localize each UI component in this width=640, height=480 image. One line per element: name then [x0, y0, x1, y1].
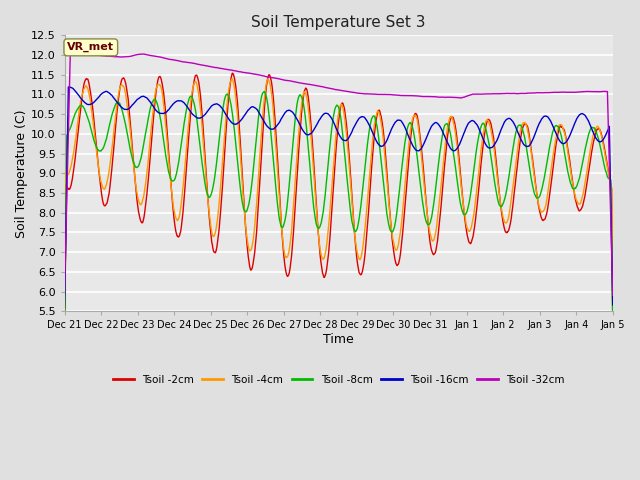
Y-axis label: Soil Temperature (C): Soil Temperature (C) [15, 109, 28, 238]
Title: Soil Temperature Set 3: Soil Temperature Set 3 [252, 15, 426, 30]
X-axis label: Time: Time [323, 333, 354, 346]
Legend: Tsoil -2cm, Tsoil -4cm, Tsoil -8cm, Tsoil -16cm, Tsoil -32cm: Tsoil -2cm, Tsoil -4cm, Tsoil -8cm, Tsoi… [109, 371, 569, 389]
Text: VR_met: VR_met [67, 42, 115, 52]
